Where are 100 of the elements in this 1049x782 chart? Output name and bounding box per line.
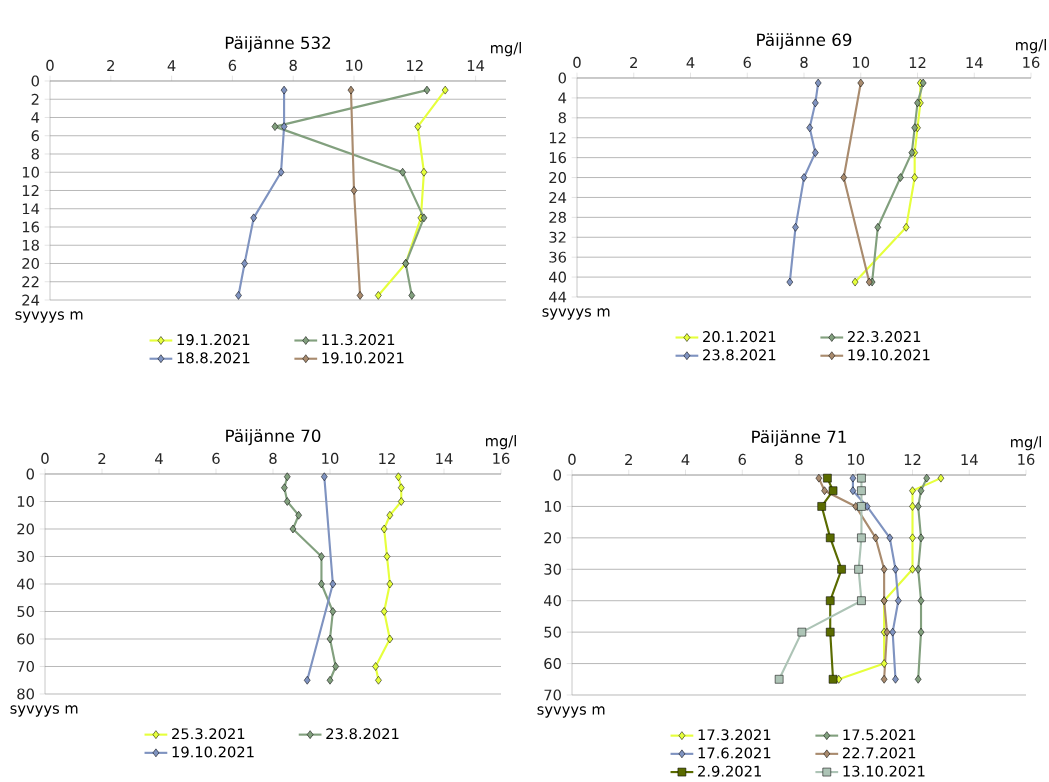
legend-label: 18.8.2021 xyxy=(177,352,250,364)
x-axis-title: mg/l xyxy=(486,435,516,450)
legend-label: 11.3.2021 xyxy=(322,334,395,346)
x-tick-label: 0 xyxy=(568,453,576,465)
legend-label: 19.10.2021 xyxy=(322,352,404,364)
y-tick-label: 20 xyxy=(549,172,566,184)
x-tick-label: 16 xyxy=(1018,453,1035,465)
legend-label: 19.1.2021 xyxy=(177,334,250,346)
legend-label: 2.9.2021 xyxy=(698,765,761,777)
y-tick-label: 0 xyxy=(553,469,561,481)
x-tick-label: 14 xyxy=(966,57,983,68)
x-tick-label: 4 xyxy=(155,453,163,464)
x-tick-label: 14 xyxy=(961,454,978,465)
x-tick-label: 14 xyxy=(467,60,485,71)
x-tick-label: 8 xyxy=(289,59,297,71)
legend-label: 22.3.2021 xyxy=(847,331,921,343)
x-tick-label: 0 xyxy=(46,59,54,71)
chart-title: Päijänne 71 xyxy=(752,430,846,447)
x-tick-label: 4 xyxy=(686,57,695,68)
y-tick-label: 24 xyxy=(22,294,40,306)
y-tick-label: 24 xyxy=(549,192,567,203)
legend-label: 19.10.2021 xyxy=(172,746,254,758)
y-axis-title: syvyys m xyxy=(15,311,83,323)
x-tick-label: 8 xyxy=(269,452,277,464)
legend-label: 17.6.2021 xyxy=(698,747,771,759)
x-tick-label: 0 xyxy=(41,452,49,464)
x-axis-title: mg/l xyxy=(1016,39,1046,54)
x-tick-label: 12 xyxy=(379,453,395,464)
y-tick-label: 60 xyxy=(544,658,561,670)
legend-label: 19.10.2021 xyxy=(848,349,930,361)
x-tick-label: 16 xyxy=(1023,56,1040,68)
legend-label: 17.3.2021 xyxy=(698,729,771,741)
x-tick-label: 4 xyxy=(681,454,690,465)
y-tick-label: 60 xyxy=(17,633,34,645)
y-tick-label: 4 xyxy=(558,92,567,104)
x-tick-label: 2 xyxy=(98,453,106,464)
y-tick-label: 50 xyxy=(17,605,34,618)
y-tick-label: 0 xyxy=(31,75,39,87)
y-tick-label: 20 xyxy=(544,532,561,544)
y-tick-label: 44 xyxy=(549,291,567,303)
y-tick-label: 40 xyxy=(549,271,566,283)
y-tick-label: 10 xyxy=(17,495,34,508)
y-tick-label: 16 xyxy=(22,221,40,233)
x-tick-label: 8 xyxy=(795,453,803,465)
y-tick-label: 4 xyxy=(31,112,40,123)
y-tick-label: 80 xyxy=(17,688,34,700)
x-tick-label: 10 xyxy=(346,59,363,71)
y-tick-label: 10 xyxy=(22,166,39,178)
x-tick-label: 2 xyxy=(107,60,114,71)
y-tick-label: 10 xyxy=(544,500,561,512)
y-tick-label: 20 xyxy=(17,523,34,535)
y-tick-label: 28 xyxy=(549,211,566,223)
y-tick-label: 50 xyxy=(544,626,561,638)
y-tick-label: 22 xyxy=(22,276,39,288)
chart-title: Päijänne 70 xyxy=(226,429,321,446)
y-tick-label: 2 xyxy=(31,93,39,105)
x-tick-label: 6 xyxy=(228,59,237,71)
x-tick-label: 12 xyxy=(909,57,926,68)
x-tick-label: 6 xyxy=(743,56,751,68)
y-tick-label: 70 xyxy=(17,660,34,673)
y-tick-label: 14 xyxy=(22,203,40,215)
x-tick-label: 2 xyxy=(625,454,632,465)
x-tick-label: 12 xyxy=(407,60,423,71)
x-tick-label: 4 xyxy=(167,60,176,71)
y-tick-label: 6 xyxy=(31,130,40,142)
legend-label: 23.8.2021 xyxy=(703,349,776,361)
x-axis-title: mg/l xyxy=(491,42,521,57)
y-tick-label: 30 xyxy=(17,550,34,563)
x-tick-label: 6 xyxy=(212,452,220,464)
y-axis-title: syvyys m xyxy=(537,706,605,718)
y-tick-label: 8 xyxy=(31,148,39,160)
legend-label: 22.7.2021 xyxy=(842,747,916,759)
x-tick-label: 14 xyxy=(436,453,453,464)
y-tick-label: 12 xyxy=(22,185,39,196)
y-tick-label: 8 xyxy=(558,112,566,124)
x-tick-label: 12 xyxy=(904,454,921,465)
y-tick-label: 20 xyxy=(22,257,39,270)
x-tick-label: 2 xyxy=(630,57,637,68)
chart-title: Päijänne 69 xyxy=(757,33,852,50)
legend-label: 23.8.2021 xyxy=(326,728,399,740)
legend-label: 17.5.2021 xyxy=(843,729,916,741)
y-tick-label: 70 xyxy=(544,689,561,701)
y-tick-label: 40 xyxy=(544,595,561,607)
y-tick-label: 16 xyxy=(549,152,567,164)
y-tick-label: 0 xyxy=(558,72,566,84)
legend-label: 13.10.2021 xyxy=(843,765,925,777)
x-tick-label: 0 xyxy=(573,56,581,68)
y-tick-label: 40 xyxy=(17,578,34,590)
x-tick-label: 16 xyxy=(493,452,510,464)
x-tick-label: 10 xyxy=(848,453,865,465)
y-axis-title: syvyys m xyxy=(542,308,610,320)
y-tick-label: 0 xyxy=(26,468,34,480)
x-tick-label: 8 xyxy=(800,56,808,68)
x-axis-title: mg/l xyxy=(1011,436,1041,451)
y-axis-title: syvyys m xyxy=(10,705,78,717)
x-tick-label: 10 xyxy=(853,56,870,68)
legend-label: 20.1.2021 xyxy=(703,331,776,343)
x-tick-label: 6 xyxy=(738,453,746,465)
y-tick-label: 12 xyxy=(549,132,566,144)
chart-title: Päijänne 532 xyxy=(225,36,331,53)
